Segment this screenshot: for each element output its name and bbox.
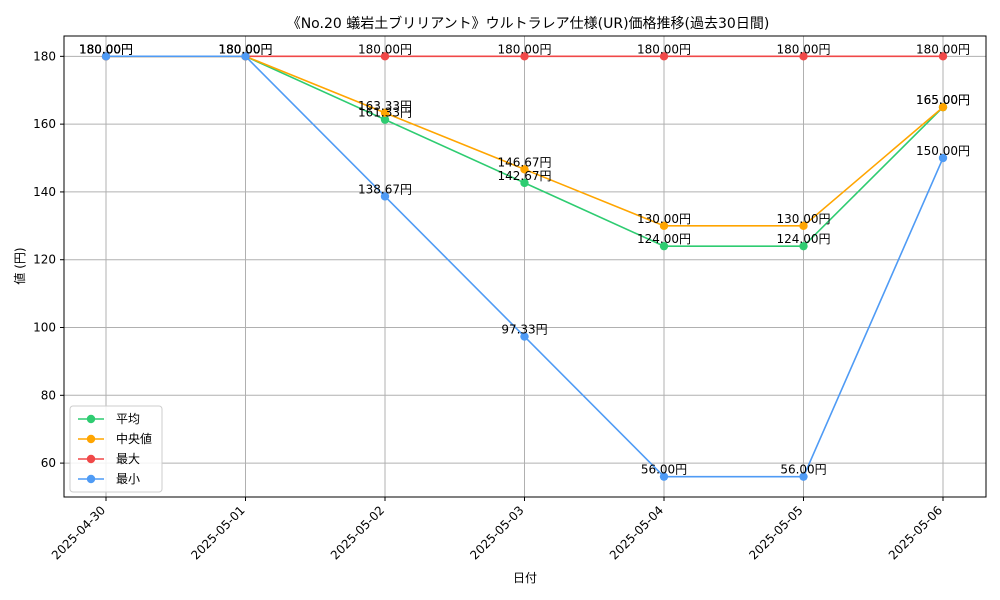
data-point <box>380 192 390 201</box>
data-label: 180.00円 <box>358 42 412 56</box>
data-label: 180.00円 <box>219 42 273 56</box>
y-tick-label: 160 <box>33 117 56 131</box>
data-label: 180.00円 <box>79 42 133 56</box>
data-point <box>520 52 529 61</box>
data-label: 165.00円 <box>916 93 970 107</box>
data-label: 180.00円 <box>916 42 970 56</box>
data-point <box>799 221 808 231</box>
data-label: 180.00円 <box>498 42 552 56</box>
data-label: 124.00円 <box>637 232 691 246</box>
x-tick-label: 2025-05-03 <box>467 503 526 562</box>
data-point <box>659 221 669 231</box>
series-layer <box>101 52 948 481</box>
data-label: 130.00円 <box>637 212 691 226</box>
data-label: 150.00円 <box>916 144 970 158</box>
data-point <box>938 52 948 61</box>
data-label: 161.33円 <box>358 106 412 120</box>
y-tick-label: 80 <box>41 388 56 402</box>
data-label: 180.00円 <box>637 42 691 56</box>
data-point <box>241 52 250 61</box>
data-label: 180.00円 <box>79 42 133 56</box>
y-axis: 60 80 100 120 140 160 180 <box>33 49 64 470</box>
x-tick-label: 2025-05-06 <box>886 503 945 562</box>
data-point <box>799 52 808 61</box>
x-tick-label: 2025-05-02 <box>328 503 387 562</box>
chart-title: 《No.20 蟻岩土ブリリアント》ウルトラレア仕様(UR)価格推移(過去30日間… <box>287 15 770 32</box>
data-point <box>659 52 669 61</box>
data-label: 130.00円 <box>777 212 831 226</box>
y-tick-label: 180 <box>33 49 56 63</box>
data-point <box>101 52 111 61</box>
data-label: 180.00円 <box>219 42 273 56</box>
data-labels: 180.00円 180.00円 161.33円 142.67円 124.00円 124.0… <box>79 42 970 476</box>
y-axis-label: 値 (円) <box>12 247 27 284</box>
data-point <box>380 115 390 124</box>
data-label: 180.00円 <box>219 42 273 56</box>
data-label: 56.00円 <box>780 463 826 477</box>
legend-label: 中央値 <box>116 431 152 446</box>
data-label: 180.00円 <box>79 42 133 56</box>
grid <box>64 36 986 497</box>
legend-swatch-marker <box>86 474 96 484</box>
y-tick-label: 60 <box>41 456 56 470</box>
data-label: 138.67円 <box>358 182 412 196</box>
data-point <box>659 472 669 481</box>
data-point <box>938 153 948 163</box>
data-label: 142.67円 <box>498 169 552 183</box>
legend-swatch-marker <box>86 454 96 464</box>
data-point <box>799 472 808 481</box>
data-point <box>380 108 390 118</box>
y-tick-label: 140 <box>33 185 56 199</box>
y-tick-label: 120 <box>33 253 56 267</box>
data-label: 56.00円 <box>641 463 687 477</box>
data-point <box>659 241 669 251</box>
data-point <box>380 52 390 61</box>
data-point <box>520 165 529 174</box>
data-label: 146.67円 <box>498 155 552 169</box>
data-label: 97.33円 <box>501 323 547 337</box>
legend-label: 最大 <box>116 452 140 466</box>
legend-swatch-marker <box>86 414 96 424</box>
data-point <box>938 102 948 112</box>
data-label: 163.33円 <box>358 99 412 113</box>
data-label: 165.00円 <box>916 93 970 107</box>
x-tick-label: 2025-04-30 <box>49 503 108 562</box>
legend-swatch-marker <box>86 434 96 444</box>
x-axis: 2025-04-30 2025-05-01 2025-05-02 2025-05-03… <box>49 497 945 562</box>
legend-label: 最小 <box>116 472 140 486</box>
x-tick-label: 2025-05-05 <box>746 503 805 562</box>
y-tick-label: 100 <box>33 321 56 335</box>
data-label: 180.00円 <box>79 42 133 56</box>
data-label: 180.00円 <box>219 42 273 56</box>
legend-box <box>69 405 163 493</box>
x-tick-label: 2025-05-01 <box>188 503 247 562</box>
legend-label: 平均 <box>116 412 140 426</box>
data-point <box>799 241 808 251</box>
data-label: 124.00円 <box>777 232 831 246</box>
data-point <box>520 332 529 341</box>
x-axis-label: 日付 <box>513 571 537 585</box>
x-tick-label: 2025-05-04 <box>607 503 666 562</box>
data-label: 180.00円 <box>777 42 831 56</box>
data-point <box>520 178 529 188</box>
